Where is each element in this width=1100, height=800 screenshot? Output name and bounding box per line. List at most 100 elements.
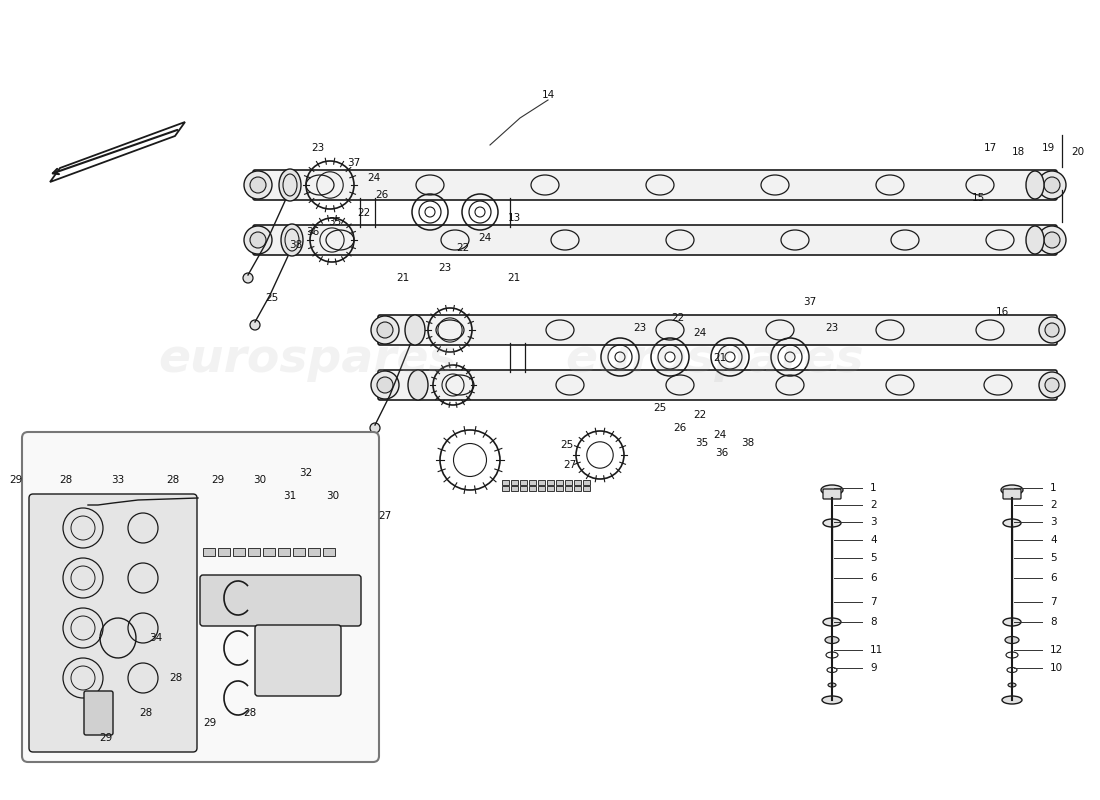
Bar bbox=[583, 486, 590, 491]
FancyBboxPatch shape bbox=[255, 625, 341, 696]
Text: 2: 2 bbox=[1050, 500, 1057, 510]
FancyBboxPatch shape bbox=[22, 432, 379, 762]
Text: 2: 2 bbox=[870, 500, 877, 510]
Text: 30: 30 bbox=[327, 491, 340, 501]
Text: 33: 33 bbox=[111, 475, 124, 485]
Text: 38: 38 bbox=[289, 240, 302, 250]
Bar bbox=[529, 480, 536, 485]
Text: 4: 4 bbox=[1050, 535, 1057, 545]
Bar bbox=[218, 548, 230, 556]
Text: 26: 26 bbox=[375, 190, 388, 200]
Text: 24: 24 bbox=[367, 173, 381, 183]
Text: 36: 36 bbox=[307, 227, 320, 237]
Circle shape bbox=[250, 177, 266, 193]
Ellipse shape bbox=[1001, 485, 1023, 495]
Text: 37: 37 bbox=[348, 158, 361, 168]
Bar bbox=[233, 548, 245, 556]
Text: 26: 26 bbox=[673, 423, 686, 433]
Bar bbox=[547, 480, 554, 485]
Text: 8: 8 bbox=[870, 617, 877, 627]
Text: eurospares: eurospares bbox=[158, 338, 458, 382]
Text: 23: 23 bbox=[825, 323, 838, 333]
FancyBboxPatch shape bbox=[823, 489, 842, 499]
Text: 38: 38 bbox=[741, 438, 755, 448]
Bar bbox=[529, 486, 536, 491]
Bar bbox=[565, 486, 572, 491]
Text: 10: 10 bbox=[1050, 663, 1063, 673]
Ellipse shape bbox=[822, 696, 842, 704]
Bar bbox=[248, 548, 260, 556]
Ellipse shape bbox=[1026, 171, 1044, 199]
Ellipse shape bbox=[825, 637, 839, 643]
Ellipse shape bbox=[1002, 696, 1022, 704]
Text: 6: 6 bbox=[1050, 573, 1057, 583]
Text: 25: 25 bbox=[653, 403, 667, 413]
Text: 12: 12 bbox=[1050, 645, 1064, 655]
Text: 22: 22 bbox=[358, 208, 371, 218]
Text: eurospares: eurospares bbox=[565, 338, 865, 382]
Text: 37: 37 bbox=[803, 297, 816, 307]
Circle shape bbox=[1040, 372, 1065, 398]
Text: 29: 29 bbox=[211, 475, 224, 485]
Ellipse shape bbox=[823, 618, 842, 626]
Ellipse shape bbox=[280, 224, 302, 256]
Text: 32: 32 bbox=[299, 468, 312, 478]
Circle shape bbox=[1044, 177, 1060, 193]
Text: 28: 28 bbox=[169, 673, 183, 683]
Bar bbox=[263, 548, 275, 556]
Text: 29: 29 bbox=[204, 718, 217, 728]
Ellipse shape bbox=[1003, 618, 1021, 626]
Text: 25: 25 bbox=[560, 440, 573, 450]
Text: 13: 13 bbox=[507, 213, 520, 223]
Text: 25: 25 bbox=[265, 293, 278, 303]
Circle shape bbox=[377, 377, 393, 393]
Ellipse shape bbox=[405, 315, 425, 345]
Text: 7: 7 bbox=[870, 597, 877, 607]
Circle shape bbox=[244, 171, 272, 199]
Bar bbox=[520, 486, 527, 491]
Circle shape bbox=[1040, 317, 1065, 343]
Circle shape bbox=[1044, 232, 1060, 248]
Bar bbox=[308, 548, 320, 556]
Circle shape bbox=[243, 273, 253, 283]
Ellipse shape bbox=[1003, 519, 1021, 527]
Text: 6: 6 bbox=[870, 573, 877, 583]
Text: 28: 28 bbox=[140, 708, 153, 718]
Text: 34: 34 bbox=[150, 633, 163, 643]
Circle shape bbox=[370, 423, 379, 433]
Text: 8: 8 bbox=[1050, 617, 1057, 627]
Text: 30: 30 bbox=[253, 475, 266, 485]
Bar bbox=[323, 548, 336, 556]
Text: 31: 31 bbox=[284, 491, 297, 501]
Text: 29: 29 bbox=[99, 733, 112, 743]
Circle shape bbox=[1045, 378, 1059, 392]
Text: 11: 11 bbox=[870, 645, 883, 655]
Circle shape bbox=[377, 322, 393, 338]
Text: 3: 3 bbox=[1050, 517, 1057, 527]
Text: 21: 21 bbox=[507, 273, 520, 283]
Text: 27: 27 bbox=[378, 511, 392, 521]
Bar bbox=[547, 486, 554, 491]
Text: 22: 22 bbox=[456, 243, 470, 253]
Text: 23: 23 bbox=[439, 263, 452, 273]
Text: 28: 28 bbox=[243, 708, 256, 718]
Ellipse shape bbox=[408, 370, 428, 400]
Text: 19: 19 bbox=[1042, 143, 1055, 153]
Text: 1: 1 bbox=[870, 483, 877, 493]
Text: 20: 20 bbox=[1071, 147, 1085, 157]
Bar bbox=[520, 480, 527, 485]
FancyBboxPatch shape bbox=[200, 575, 361, 626]
Text: 15: 15 bbox=[971, 193, 984, 203]
Bar bbox=[574, 486, 581, 491]
Circle shape bbox=[244, 226, 272, 254]
FancyBboxPatch shape bbox=[253, 225, 1057, 255]
Bar bbox=[556, 486, 563, 491]
Text: 14: 14 bbox=[541, 90, 554, 100]
Bar bbox=[293, 548, 305, 556]
Text: 24: 24 bbox=[714, 430, 727, 440]
Text: 23: 23 bbox=[311, 143, 324, 153]
Ellipse shape bbox=[821, 485, 843, 495]
Bar bbox=[204, 548, 214, 556]
Bar bbox=[574, 480, 581, 485]
FancyBboxPatch shape bbox=[253, 170, 1057, 200]
